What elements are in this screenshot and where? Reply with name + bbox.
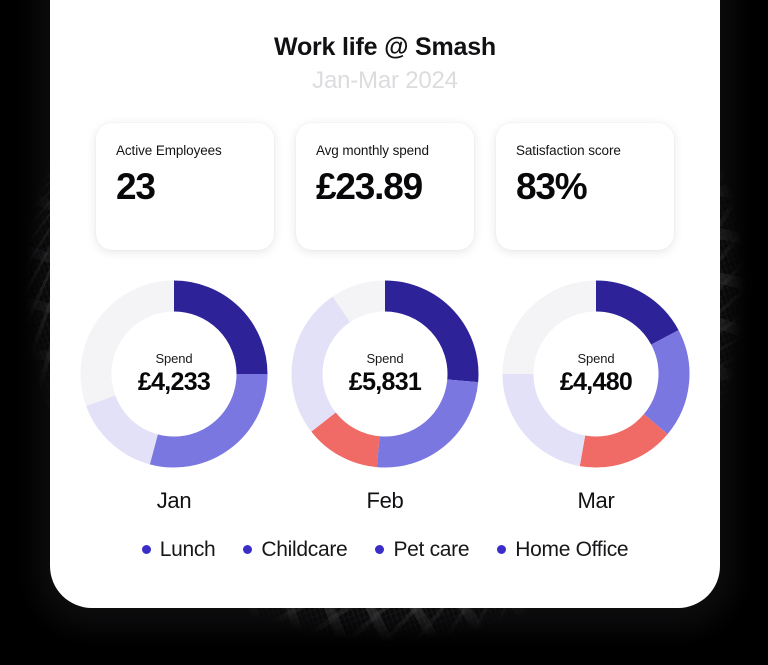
month-label-feb: Feb <box>366 487 404 513</box>
legend-dot-icon <box>243 545 253 554</box>
donut-slice-remainder[interactable] <box>502 280 597 375</box>
stat-value: £23.89 <box>316 165 423 207</box>
donut-slice-home-office[interactable] <box>86 394 159 464</box>
donut-block-feb: Spend £5,831 Feb <box>285 276 485 514</box>
donut-chart-mar[interactable]: Spend £4,480 <box>498 276 694 472</box>
page-title: Work life @ Smash <box>274 33 496 61</box>
stat-label: Avg monthly spend <box>316 142 429 158</box>
legend-item-pet-care[interactable]: Pet care <box>375 537 470 562</box>
legend-label: Pet care <box>393 537 470 561</box>
stat-label: Satisfaction score <box>516 142 621 158</box>
legend-item-childcare[interactable]: Childcare <box>243 537 348 562</box>
month-label-jan: Jan <box>156 487 192 513</box>
donut-block-jan: Spend £4,233 Jan <box>74 276 274 514</box>
stat-card-satisfaction-score[interactable]: Satisfaction score 83% <box>496 122 674 250</box>
donut-slice-childcare[interactable] <box>376 378 479 467</box>
donut-slice-lunch[interactable] <box>384 280 479 382</box>
legend-label: Childcare <box>261 537 348 561</box>
stat-label: Active Employees <box>116 142 222 158</box>
donut-slice-childcare[interactable] <box>149 372 268 467</box>
donut-slice-lunch[interactable] <box>595 280 679 345</box>
month-label-mar: Mar <box>577 487 615 513</box>
chart-legend: Lunch Childcare Pet care Home Office <box>50 538 720 562</box>
dashboard-header: Work life @ Smash Jan-Mar 2024 <box>50 0 720 95</box>
legend-item-lunch[interactable]: Lunch <box>141 537 216 562</box>
stat-card-row: Active Employees 23 Avg monthly spend £2… <box>50 122 720 250</box>
donut-chart-feb[interactable]: Spend £5,831 <box>287 276 483 472</box>
donut-svg-feb <box>291 280 479 467</box>
stat-card-active-employees[interactable]: Active Employees 23 <box>96 122 274 250</box>
donut-slice-remainder[interactable] <box>332 280 386 323</box>
donut-slice-pet-care[interactable] <box>311 411 381 467</box>
donut-chart-jan[interactable]: Spend £4,233 <box>76 276 272 472</box>
stat-value: 23 <box>116 165 156 207</box>
legend-dot-icon <box>497 545 507 554</box>
donut-svg-jan <box>80 280 268 467</box>
legend-dot-icon <box>141 545 151 554</box>
legend-item-home-office[interactable]: Home Office <box>497 537 629 562</box>
legend-dot-icon <box>375 545 385 554</box>
donut-slice-lunch[interactable] <box>173 280 268 375</box>
donut-block-mar: Spend £4,480 Mar <box>496 276 696 514</box>
donut-slice-home-office[interactable] <box>291 295 351 432</box>
donut-slice-childcare[interactable] <box>643 329 690 434</box>
donut-slice-remainder[interactable] <box>80 280 175 406</box>
legend-label: Lunch <box>159 537 216 561</box>
donut-slice-pet-care[interactable] <box>579 413 668 467</box>
donut-chart-row: Spend £4,233 Jan Spend £5,831 Feb <box>50 276 720 514</box>
donut-svg-mar <box>502 280 690 467</box>
page-subtitle: Jan-Mar 2024 <box>312 66 458 94</box>
donut-slice-home-office[interactable] <box>502 372 586 466</box>
stat-value: 83% <box>516 165 588 207</box>
legend-label: Home Office <box>515 537 629 561</box>
stat-card-avg-monthly-spend[interactable]: Avg monthly spend £23.89 <box>296 122 474 250</box>
dashboard-card: Work life @ Smash Jan-Mar 2024 Active Em… <box>50 0 720 608</box>
